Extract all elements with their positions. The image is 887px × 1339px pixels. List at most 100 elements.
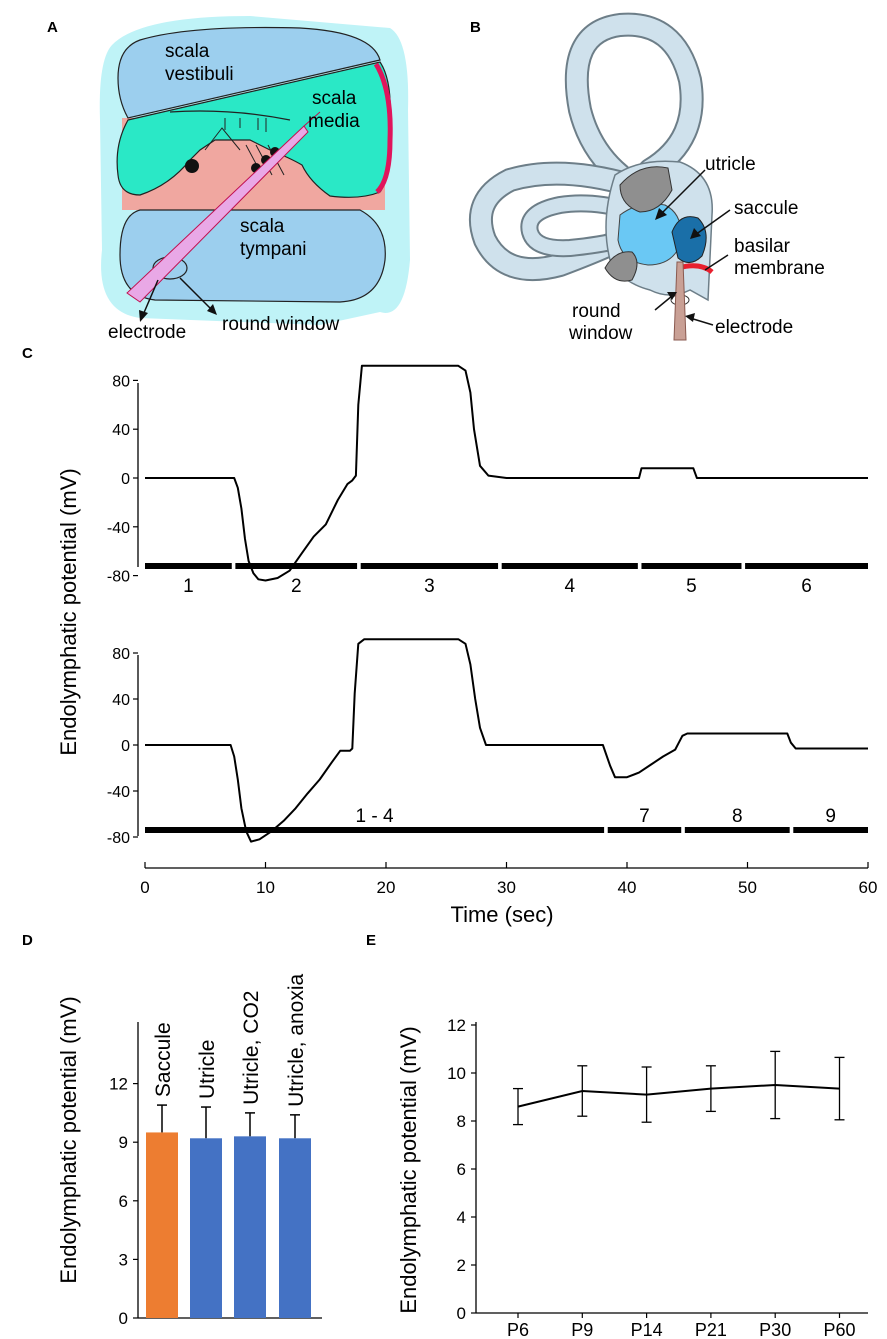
scala-vestibuli-shape	[117, 26, 381, 119]
saccule-pointer	[694, 209, 731, 236]
y-tick-label: -80	[107, 569, 130, 586]
label-scala-tympani-2: tympani	[240, 239, 307, 260]
solution-segment-label: 1	[183, 576, 194, 597]
x-axis-group: 0 10 20 30 40 50 60	[140, 862, 877, 897]
y-axis-label: Endolymphatic potential (mV)	[396, 1026, 421, 1313]
x-tick-label: 10	[256, 878, 275, 897]
utricle-pointer	[659, 169, 706, 216]
panel-letter-e: E	[366, 932, 377, 949]
y-tick-label: 0	[121, 738, 130, 755]
solution-segment-bar	[745, 563, 868, 569]
electrode-tip-line	[303, 111, 321, 127]
label-basilar-2: membrane	[734, 258, 825, 279]
solution-segment-bar	[607, 827, 682, 833]
x-axis-label: Time (sec)	[450, 902, 553, 927]
y-tick-label: 40	[112, 422, 130, 439]
solution-segment-bar	[235, 563, 358, 569]
solution-segment-label: 5	[686, 576, 697, 597]
solution-segment-bar	[793, 827, 868, 833]
macula-lower	[604, 251, 638, 282]
y-tick-label: 6	[119, 1192, 128, 1211]
label-round-window-b-1: round	[572, 301, 621, 322]
solution-segment-label: 1 - 4	[356, 806, 394, 827]
solution-segment-bar	[145, 827, 605, 833]
x-tick-label: 30	[497, 878, 516, 897]
label-scala-media-2: media	[308, 111, 360, 132]
electrode-pointer-head	[139, 310, 148, 322]
label-scala-vestibuli-1: scala	[165, 41, 210, 62]
category-label: Utricle, anoxia	[285, 973, 308, 1106]
label-scala-media-1: scala	[312, 88, 357, 109]
upper-trace-group: 80 40 0 -40 -80 1 2 3 4 5 6	[107, 364, 868, 597]
y-axis-label: Endolymphatic potential (mV)	[56, 468, 81, 755]
round-window-pointer-head-b	[667, 292, 677, 300]
y-tick-label: -40	[107, 784, 130, 801]
solution-segment-label: 4	[564, 576, 575, 597]
electrode-shape	[126, 125, 309, 303]
category-label: Utricle, CO2	[240, 991, 263, 1105]
y-tick-label: 6	[457, 1160, 466, 1179]
panel-letter-a: A	[47, 19, 58, 36]
bar	[279, 1138, 311, 1318]
solution-segment-bar	[641, 563, 742, 569]
scala-tympani-shape	[119, 209, 386, 303]
saccule-shape	[671, 216, 707, 263]
category-label: Saccule	[152, 1022, 175, 1097]
y-tick-label: 9	[119, 1133, 128, 1152]
x-tick-label: P9	[571, 1320, 593, 1339]
solution-segment-label: 6	[801, 576, 812, 597]
round-window-pointer-b	[654, 295, 673, 311]
solution-segment-bar	[684, 827, 790, 833]
y-tick-label: 0	[119, 1309, 128, 1328]
ep-recording-chart: Endolymphatic potential (mV) Time (sec) …	[56, 364, 877, 927]
y-tick-label: 4	[457, 1208, 466, 1227]
x-tick-label: 60	[859, 878, 878, 897]
solution-segment-bar	[145, 563, 232, 569]
lower-trace-group: 80 40 0 -40 -80 1 - 4 7 8 9	[107, 638, 868, 847]
solution-segment-label: 9	[825, 806, 836, 827]
y-tick-label: 0	[457, 1304, 466, 1323]
inner-ear-labyrinth-diagram: utricle saccule basilar membrane round w…	[469, 12, 825, 344]
label-electrode-b: electrode	[715, 317, 793, 338]
y-axis-label: Endolymphatic potential (mV)	[56, 996, 81, 1283]
x-tick-label: P6	[507, 1320, 529, 1339]
saccule-pointer-head	[690, 228, 701, 239]
electrode-shape-b	[673, 261, 687, 341]
bar	[190, 1138, 222, 1318]
basilar-pointer	[704, 254, 729, 271]
inner-hair-cell	[185, 159, 199, 173]
label-round-window-b-2: window	[568, 323, 633, 344]
y-tick-label: -40	[107, 520, 130, 537]
electrode-pointer	[142, 279, 159, 316]
bar	[146, 1132, 178, 1318]
y-tick-label: 3	[119, 1250, 128, 1269]
solution-segment-bar	[360, 563, 499, 569]
x-tick-label: P14	[631, 1320, 663, 1339]
solution-segment-label: 2	[291, 576, 302, 597]
panel-letter-c: C	[22, 345, 33, 362]
label-scala-vestibuli-2: vestibuli	[165, 64, 234, 85]
electrode-pointer-b	[689, 317, 714, 326]
label-electrode: electrode	[108, 322, 186, 343]
x-tick-label: 20	[377, 878, 396, 897]
label-scala-tympani-1: scala	[240, 216, 285, 237]
y-tick-label: 12	[447, 1016, 466, 1035]
y-tick-label: 80	[112, 646, 130, 663]
x-tick-label: P60	[823, 1320, 855, 1339]
label-basilar-1: basilar	[734, 236, 791, 257]
x-tick-label: 50	[738, 878, 757, 897]
panel-letter-b: B	[470, 19, 481, 36]
ep-trace-line	[145, 364, 868, 582]
cochlea-cross-section-diagram: scala vestibuli scala media scala tympan…	[99, 16, 410, 343]
solution-segment-label: 8	[732, 806, 743, 827]
x-tick-label: 40	[618, 878, 637, 897]
y-tick-label: 10	[447, 1064, 466, 1083]
utricle-pointer-head	[655, 208, 667, 220]
y-tick-label: 0	[121, 471, 130, 488]
bar	[234, 1136, 266, 1318]
solution-segment-bar	[501, 563, 638, 569]
ep-trace-line	[145, 638, 868, 843]
category-label: Utricle	[196, 1040, 219, 1100]
